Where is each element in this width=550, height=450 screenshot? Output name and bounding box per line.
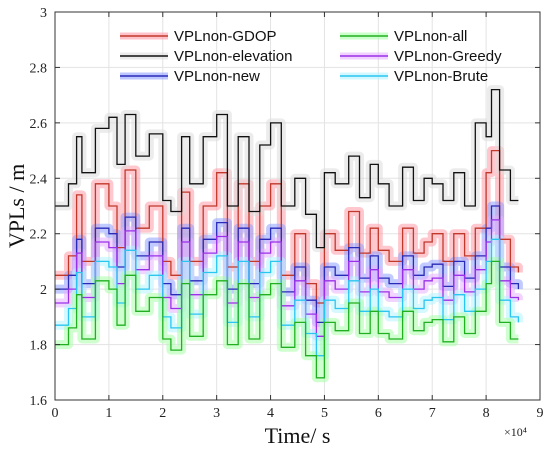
series-line-vplnon-all [55, 260, 519, 379]
y-tick-label: 3 [40, 6, 47, 21]
x-tick-label: 4 [267, 406, 274, 421]
y-tick-label: 2.8 [30, 61, 48, 76]
series-line-vplnon-gdop [55, 149, 520, 304]
axis-ticks: 0 1 2 3 4 5 6 7 8 9 1.6 1.8 2 2.2 2.4 2.6 2.8 3 [30, 6, 544, 421]
y-tick-label: 2 [40, 283, 47, 298]
legend-label-vplnon-elevation: VPLnon-elevation [174, 48, 292, 65]
y-axis-label: VPLs / m [4, 164, 29, 248]
y-tick-label: 2.4 [30, 172, 48, 187]
x-tick-label: 6 [375, 406, 382, 421]
x-tick-label: 7 [429, 406, 436, 421]
x-axis-label: Time/ s [265, 423, 331, 448]
plot-frame [54, 11, 541, 401]
legend: VPLnon-GDOP VPLnon-elevation VPLnon-new VPL… [120, 28, 502, 85]
x-tick-label: 8 [483, 406, 490, 421]
legend-label-vplnon-new: VPLnon-new [174, 68, 260, 85]
x-tick-label: 3 [213, 406, 220, 421]
legend-label-vplnon-greedy: VPLnon-Greedy [394, 48, 502, 65]
series-line-vplnon-brute [55, 238, 520, 357]
x-tick-label: 5 [321, 406, 328, 421]
series-line-vplnon-elevation [55, 88, 519, 249]
y-tick-label: 1.8 [30, 339, 48, 354]
x-tick-label: 9 [537, 406, 544, 421]
y-tick-label: 1.6 [30, 394, 48, 409]
legend-label-vplnon-gdop: VPLnon-GDOP [174, 28, 277, 45]
legend-label-vplnon-all: VPLnon-all [394, 28, 467, 45]
legend-label-vplnon-brute: VPLnon-Brute [394, 68, 488, 85]
x-tick-label: 0 [52, 406, 59, 421]
x-tick-label: 2 [159, 406, 166, 421]
y-tick-label: 2.6 [30, 117, 48, 132]
y-tick-label: 2.2 [30, 228, 48, 243]
x-tick-label: 1 [105, 406, 112, 421]
x-axis-exponent: ×10⁴ [504, 425, 527, 439]
series-line-layer [55, 88, 520, 379]
series-line-vplnon-greedy [55, 219, 520, 337]
